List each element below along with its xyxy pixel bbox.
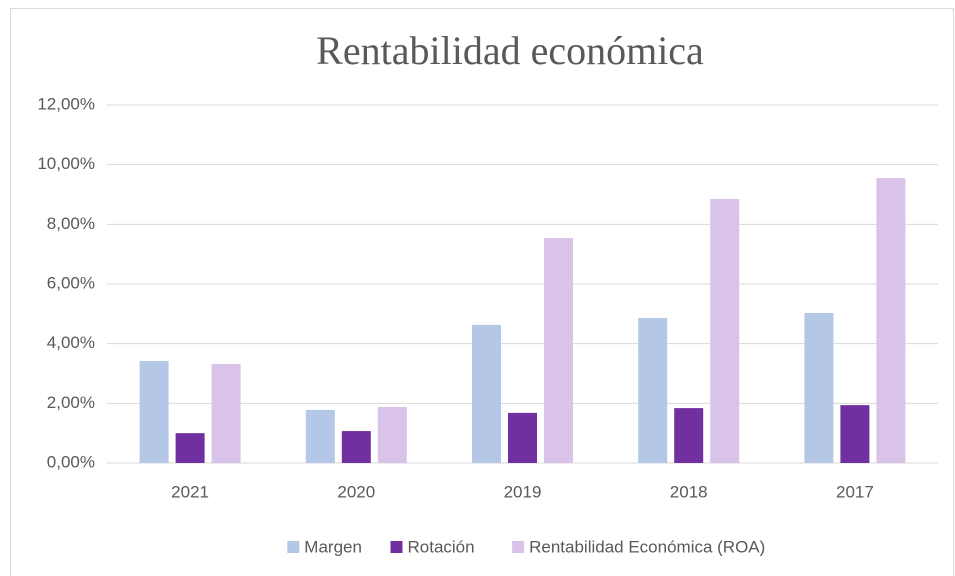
y-tick-label: 10,00% (37, 154, 95, 173)
x-tick-label: 2020 (337, 482, 375, 501)
x-tick-label: 2018 (670, 482, 708, 501)
bar (638, 318, 668, 463)
bar (544, 238, 573, 463)
y-tick-label: 2,00% (47, 393, 95, 412)
legend-label: Rentabilidad Económica (ROA) (529, 537, 765, 556)
legend-swatch (512, 541, 525, 553)
bar (175, 433, 205, 463)
y-tick-label: 6,00% (47, 273, 95, 292)
bar (674, 408, 704, 463)
legend-swatch (287, 541, 300, 553)
legend-label: Margen (304, 537, 362, 556)
bar (305, 409, 335, 463)
bar (472, 324, 501, 463)
bar (341, 431, 371, 463)
bar (139, 360, 169, 463)
y-tick-label: 12,00% (37, 94, 95, 113)
bar (710, 198, 740, 463)
bar (840, 405, 870, 463)
bar (876, 178, 906, 463)
y-tick-label: 4,00% (47, 333, 95, 352)
legend-label: Rotación (408, 537, 475, 556)
x-tick-label: 2017 (836, 482, 874, 501)
x-tick-label: 2021 (171, 482, 209, 501)
chart-border (10, 8, 954, 576)
bar (377, 406, 407, 463)
y-tick-label: 8,00% (47, 214, 95, 233)
legend-swatch (390, 541, 403, 553)
bar (508, 412, 537, 463)
bar (804, 312, 834, 463)
x-tick-label: 2019 (504, 482, 542, 501)
y-tick-label: 0,00% (47, 452, 95, 471)
bar (211, 363, 241, 463)
chart-title: Rentabilidad económica (316, 28, 704, 73)
